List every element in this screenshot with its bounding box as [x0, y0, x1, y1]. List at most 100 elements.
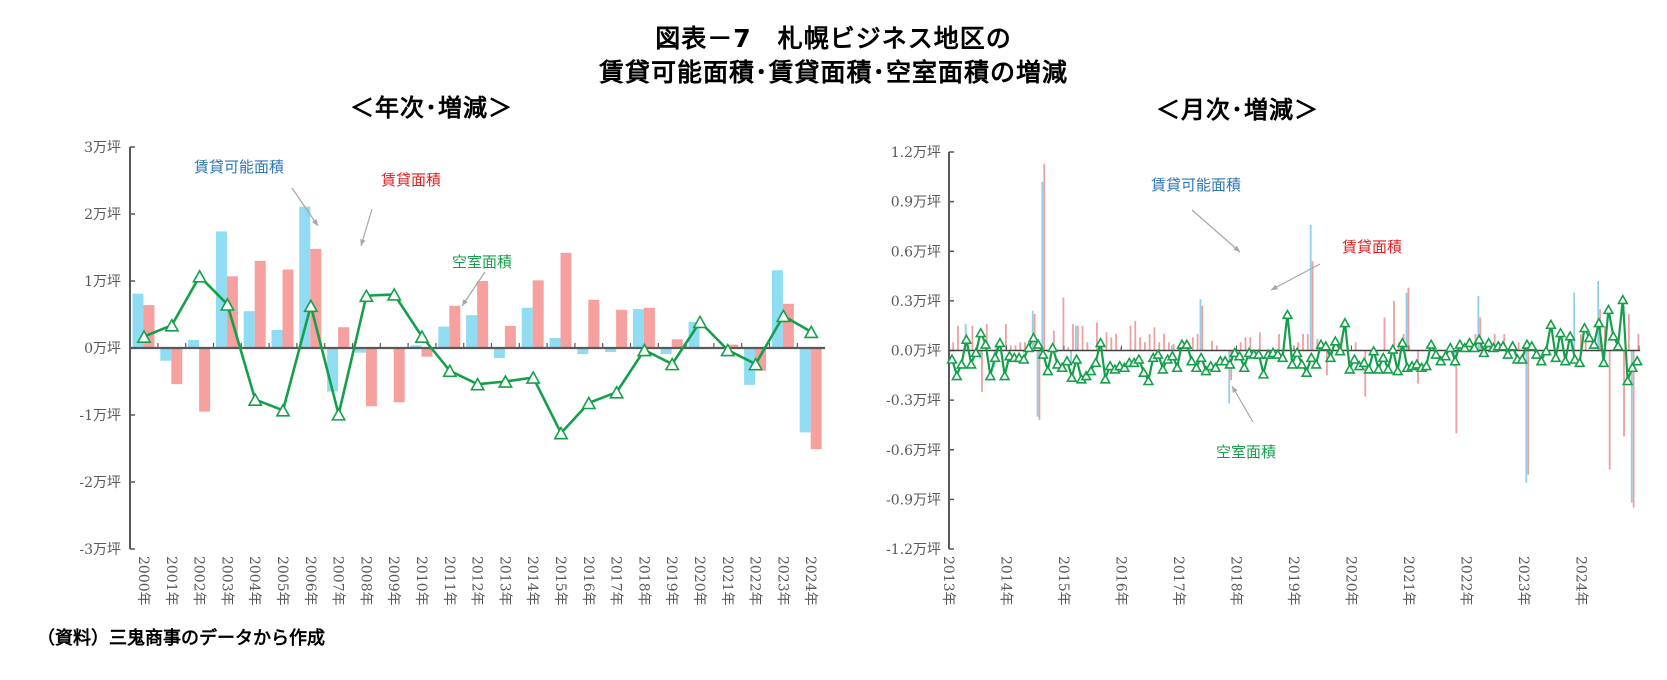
annotation-arrow-icon: [1270, 263, 1321, 291]
triangle-marker-icon: [1468, 341, 1481, 353]
leased-area-bar: [995, 345, 998, 351]
triangle-marker-icon: [1300, 366, 1313, 378]
leased-area-bar: [1033, 314, 1036, 351]
leased-area-bar: [1148, 333, 1151, 351]
x-tick-label: 2018年: [635, 556, 651, 606]
leased-area-bar: [981, 350, 983, 392]
triangle-marker-icon: [1310, 358, 1322, 369]
figure-title-line1: 図表－7 札幌ビジネス地区の: [655, 24, 1012, 53]
triangle-marker-icon: [1367, 345, 1380, 356]
available-area-bar: [1070, 350, 1072, 364]
y-tick-label: 0.6万坪: [891, 244, 941, 260]
triangle-marker-icon: [1085, 365, 1097, 376]
annotation-arrow-icon: [291, 187, 319, 227]
monthly-chart-subtitle: ＜月次･増減＞: [1156, 96, 1319, 124]
y-tick-label: 1万坪: [84, 274, 121, 290]
triangle-marker-icon: [1343, 363, 1356, 374]
leased-area-bar: [1153, 327, 1156, 351]
triangle-marker-icon: [1118, 361, 1131, 373]
triangle-marker-icon: [1621, 375, 1634, 386]
x-tick-label: 2007年: [330, 556, 346, 606]
available-area-bar: [1597, 281, 1600, 351]
triangle-marker-icon: [1420, 360, 1433, 371]
leased-area-bar: [504, 325, 516, 348]
x-tick-label: 2006年: [302, 556, 318, 606]
leased-area-bar: [1527, 350, 1530, 475]
triangle-marker-icon: [1171, 361, 1183, 373]
annotation-available-area: 賃貸可能面積: [194, 158, 284, 176]
leased-area-bar: [1311, 261, 1314, 351]
triangle-marker-icon: [553, 425, 569, 440]
triangle-marker-icon: [1090, 356, 1102, 368]
x-tick-label: 2024年: [1573, 556, 1589, 606]
triangle-marker-icon: [1482, 336, 1495, 348]
leased-area-bar: [1067, 347, 1070, 351]
available-area-bar: [1525, 350, 1528, 483]
available-area-bar: [188, 339, 200, 348]
leased-area-bar: [1258, 332, 1261, 351]
leased-area-bar: [1009, 345, 1012, 351]
x-tick-label: 2024年: [802, 556, 818, 606]
leased-area-bar: [1129, 325, 1132, 351]
leased-area-bar: [1019, 342, 1022, 351]
triangle-marker-icon: [1281, 308, 1294, 320]
leased-area-bar: [1191, 337, 1194, 351]
annotation-arrow-icon: [1191, 209, 1241, 253]
x-tick-label: 2019年: [1285, 556, 1301, 606]
available-area-bar: [688, 321, 700, 348]
triangle-marker-icon: [1411, 358, 1423, 369]
triangle-marker-icon: [1425, 338, 1437, 349]
triangle-marker-icon: [1042, 365, 1054, 376]
x-tick-label: 2002年: [191, 556, 207, 606]
triangle-marker-icon: [1291, 346, 1303, 358]
leased-area-bar: [1316, 338, 1319, 351]
leased-area-bar: [1115, 333, 1118, 351]
leased-area-bar: [952, 342, 955, 351]
figure-title-line2: 賃貸可能面積･賃貸面積･空室面積の増減: [598, 58, 1068, 87]
leased-area-bar: [1407, 287, 1410, 351]
available-area-bar: [799, 348, 811, 433]
available-area-bar: [1199, 299, 1202, 351]
leased-area-bar: [1623, 350, 1625, 437]
triangle-marker-icon: [1200, 365, 1212, 376]
leased-area-bar: [1215, 345, 1218, 351]
x-tick-label: 2016年: [580, 556, 596, 606]
triangle-marker-icon: [1272, 348, 1284, 359]
x-tick-label: 2013年: [496, 556, 512, 606]
x-tick-label: 2015年: [552, 556, 568, 606]
leased-area-bar: [365, 348, 377, 407]
triangle-marker-icon: [331, 407, 347, 421]
leased-area-bar: [1493, 333, 1496, 351]
leased-area-bar: [1302, 333, 1304, 351]
triangle-marker-icon: [1463, 336, 1476, 348]
leased-area-bar: [310, 248, 322, 348]
triangle-marker-icon: [192, 269, 208, 283]
x-tick-label: 2012年: [469, 556, 485, 606]
triangle-marker-icon: [1607, 330, 1619, 341]
leased-area-bar: [1043, 163, 1046, 351]
triangle-marker-icon: [247, 392, 263, 406]
x-tick-label: 2016年: [1113, 556, 1129, 606]
leased-area-bar: [1249, 337, 1252, 351]
triangle-marker-icon: [442, 363, 458, 378]
triangle-marker-icon: [581, 395, 597, 410]
leased-area-bar: [1052, 330, 1055, 351]
available-area-bar: [549, 337, 561, 348]
leased-area-bar: [1143, 342, 1146, 351]
triangle-marker-icon: [1526, 340, 1538, 351]
leased-area-bar: [143, 305, 155, 348]
leased-area-bar: [532, 280, 544, 348]
x-tick-label: 2020年: [691, 556, 707, 606]
triangle-marker-icon: [1032, 338, 1044, 349]
leased-area-bar: [1580, 333, 1582, 351]
triangle-marker-icon: [386, 287, 402, 301]
triangle-marker-icon: [219, 297, 235, 311]
leased-area-bar: [782, 303, 794, 348]
triangle-marker-icon: [1209, 361, 1222, 373]
x-tick-label: 2008年: [357, 556, 373, 606]
available-area-bar: [1031, 310, 1034, 351]
triangle-marker-icon: [1185, 355, 1198, 366]
leased-area-bar: [1211, 340, 1213, 351]
annual-chart: 3万坪 2万坪 1万坪 0万坪 -1万坪 -2万坪 -3万坪 2000年 2001年 2002年 2…: [79, 140, 826, 606]
triangle-marker-icon: [692, 314, 708, 329]
